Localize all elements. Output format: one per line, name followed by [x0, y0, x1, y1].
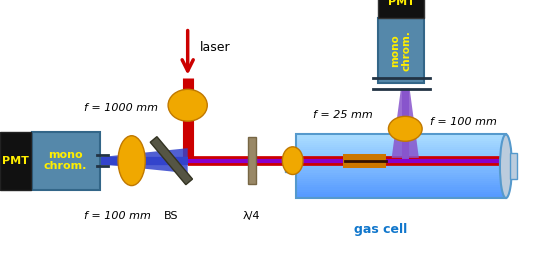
Bar [296, 153, 506, 156]
Bar [296, 149, 506, 151]
Text: f = 1000 mm: f = 1000 mm [84, 103, 158, 113]
Bar [296, 166, 506, 168]
Text: f = 100 mm: f = 100 mm [84, 211, 151, 221]
Text: BS: BS [164, 211, 178, 221]
Text: PMT: PMT [388, 0, 415, 7]
Bar [296, 138, 506, 141]
Bar [296, 134, 506, 137]
Text: mono
chrom.: mono chrom. [44, 150, 87, 171]
Bar [248, 137, 256, 184]
Bar [296, 185, 506, 188]
Bar [296, 141, 506, 143]
Bar [296, 177, 506, 179]
Ellipse shape [282, 147, 303, 175]
Polygon shape [92, 148, 188, 173]
Bar [296, 192, 506, 194]
FancyBboxPatch shape [378, 18, 424, 83]
Bar [296, 181, 506, 183]
FancyBboxPatch shape [378, 0, 424, 18]
Bar [285, 161, 298, 172]
Ellipse shape [500, 134, 512, 198]
Bar [296, 175, 506, 177]
Bar [296, 145, 506, 147]
Ellipse shape [118, 136, 145, 186]
Bar [296, 143, 506, 145]
Bar [296, 151, 506, 153]
Bar [296, 189, 506, 192]
Text: gas cell: gas cell [354, 224, 407, 236]
Ellipse shape [168, 89, 207, 121]
Bar [296, 196, 506, 198]
Bar [510, 153, 517, 179]
Bar [296, 188, 506, 189]
Bar [296, 168, 506, 170]
Bar [296, 194, 506, 196]
Bar [296, 158, 506, 160]
Text: PMT: PMT [2, 156, 29, 166]
Bar [296, 147, 506, 149]
Text: λ/4: λ/4 [243, 211, 260, 221]
Polygon shape [392, 89, 419, 158]
Text: f = 25 mm: f = 25 mm [313, 110, 373, 120]
Bar [296, 183, 506, 185]
Bar [296, 173, 506, 175]
Ellipse shape [388, 116, 422, 141]
Bar [296, 170, 506, 173]
Bar [296, 162, 506, 164]
FancyBboxPatch shape [32, 132, 100, 190]
Text: laser: laser [200, 41, 231, 53]
Bar [296, 164, 506, 166]
FancyBboxPatch shape [0, 132, 31, 190]
Bar [343, 154, 386, 168]
Bar [296, 160, 506, 162]
Bar [296, 156, 506, 158]
Text: mono
chrom.: mono chrom. [391, 30, 412, 71]
Polygon shape [150, 137, 193, 185]
Bar [296, 179, 506, 181]
Text: f = 100 mm: f = 100 mm [430, 117, 497, 127]
Bar [296, 137, 506, 138]
